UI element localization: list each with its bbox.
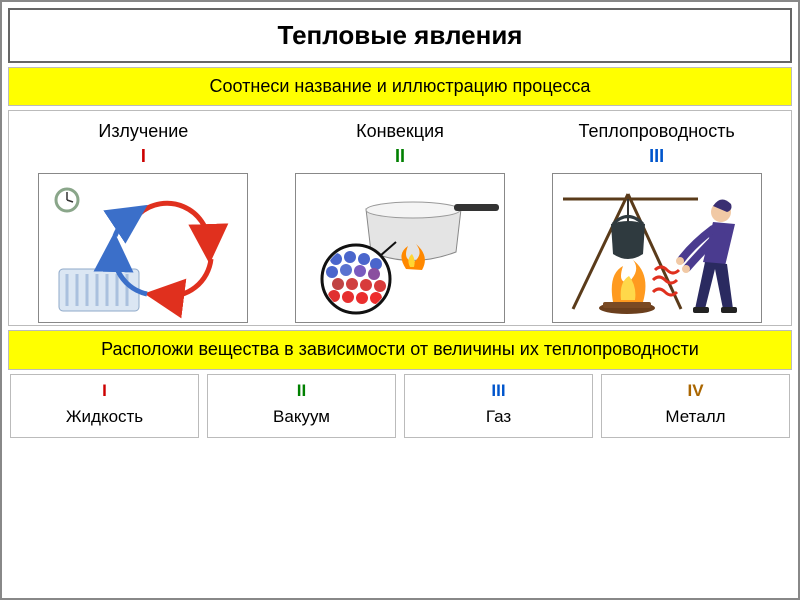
illustration-pot[interactable] — [295, 173, 505, 323]
illustration-radiator[interactable] — [38, 173, 248, 323]
substance-metal[interactable]: IV Металл — [601, 374, 790, 438]
page-title: Тепловые явления — [8, 8, 792, 63]
slide-container: Тепловые явления Соотнеси название и илл… — [0, 0, 800, 600]
process-conduction[interactable]: Теплопроводность III — [532, 121, 781, 323]
radiator-convection-icon — [39, 174, 249, 324]
process-radiation[interactable]: Излучение I — [19, 121, 268, 323]
processes-panel: Излучение I — [8, 110, 792, 326]
substance-gas[interactable]: III Газ — [404, 374, 593, 438]
substance-name: Вакуум — [208, 407, 395, 427]
substance-liquid[interactable]: I Жидкость — [10, 374, 199, 438]
substance-roman: III — [405, 381, 592, 401]
process-label: Конвекция — [356, 121, 444, 142]
pot-conduction-icon — [296, 174, 506, 324]
substance-roman: I — [11, 381, 198, 401]
process-label: Теплопроводность — [579, 121, 735, 142]
process-roman: I — [141, 146, 146, 167]
illustration-campfire[interactable] — [552, 173, 762, 323]
substances-row: I Жидкость II Вакуум III Газ IV Металл — [8, 374, 792, 438]
process-roman: II — [395, 146, 405, 167]
substance-name: Газ — [405, 407, 592, 427]
substance-roman: II — [208, 381, 395, 401]
substance-roman: IV — [602, 381, 789, 401]
substance-name: Жидкость — [11, 407, 198, 427]
process-roman: III — [649, 146, 664, 167]
substance-name: Металл — [602, 407, 789, 427]
substance-vacuum[interactable]: II Вакуум — [207, 374, 396, 438]
process-convection[interactable]: Конвекция II — [276, 121, 525, 323]
task1-label: Соотнеси название и иллюстрацию процесса — [8, 67, 792, 106]
process-label: Излучение — [98, 121, 188, 142]
task2-label: Расположи вещества в зависимости от вели… — [8, 330, 792, 370]
campfire-radiation-icon — [553, 174, 763, 324]
